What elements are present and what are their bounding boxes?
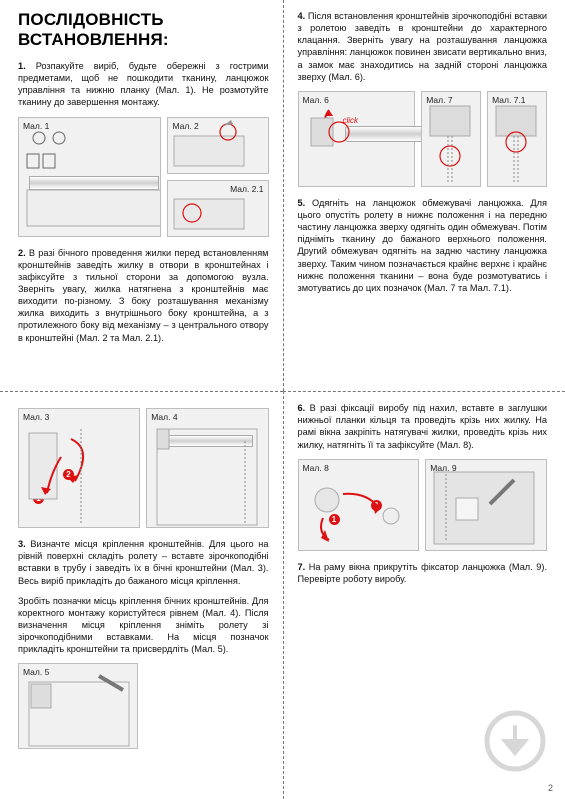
step-3a-text: 3. Визначте місця кріплення кронштейнів.… bbox=[18, 538, 269, 587]
fig-4-label: Мал. 4 bbox=[151, 412, 177, 422]
fig-8-label: Мал. 8 bbox=[303, 463, 329, 473]
figs-1-2: Мал. 1 Мал. 2 bbox=[18, 117, 269, 237]
fig-6: Мал. 6 click bbox=[298, 91, 416, 187]
fig-1: Мал. 1 bbox=[18, 117, 161, 237]
figs-6-7: Мал. 6 click Мал. 7 bbox=[298, 91, 548, 187]
fig-3-label: Мал. 3 bbox=[23, 412, 49, 422]
step-4-text: 4. Після встановлення кронштейнів зірочк… bbox=[298, 10, 548, 83]
col-right-bottom: 6. В разі фіксації виробу під нахил, вст… bbox=[283, 391, 565, 799]
fig-2-1-label: Мал. 2.1 bbox=[230, 184, 263, 194]
step-7-text: 7. На раму вікна прикрутіть фіксатор лан… bbox=[298, 561, 548, 585]
col-left-top: ПОСЛІДОВНІСТЬ ВСТАНОВЛЕННЯ: 1. Розпакуйт… bbox=[0, 0, 283, 391]
fig-3-svg bbox=[19, 409, 139, 527]
fig-1-label: Мал. 1 bbox=[23, 121, 49, 131]
col-left-bottom: Мал. 3 1 2 Мал. 4 bbox=[0, 391, 283, 799]
fig-5: Мал. 5 bbox=[18, 663, 138, 749]
fig-2-1: Мал. 2.1 bbox=[167, 180, 268, 237]
fig-2-label: Мал. 2 bbox=[172, 121, 198, 131]
step-5-text: 5. Одягніть на ланцюжок обмежувачі ланцю… bbox=[298, 197, 548, 294]
fig-8: Мал. 8 1 2 bbox=[298, 459, 420, 551]
step-2-text: 2. В разі бічного проведення жилки перед… bbox=[18, 247, 269, 344]
fig-7-1-label: Мал. 7.1 bbox=[492, 95, 525, 105]
fig-9-label: Мал. 9 bbox=[430, 463, 456, 473]
col-right-top: 4. Після встановлення кронштейнів зірочк… bbox=[283, 0, 565, 391]
fig-9: Мал. 9 bbox=[425, 459, 547, 551]
instruction-page: ПОСЛІДОВНІСТЬ ВСТАНОВЛЕННЯ: 1. Розпакуйт… bbox=[0, 0, 565, 799]
fig-8-svg bbox=[299, 460, 419, 550]
figs-8-9: Мал. 8 1 2 Мал. 9 bbox=[298, 459, 548, 551]
step-1-text: 1. Розпакуйте виріб, будьте обережні з г… bbox=[18, 60, 269, 109]
figs-5: Мал. 5 bbox=[18, 663, 269, 749]
fig-7-1: Мал. 7.1 bbox=[487, 91, 547, 187]
page-number: 2 bbox=[548, 783, 553, 793]
fig-6-svg bbox=[299, 92, 415, 186]
fig-4: Мал. 4 bbox=[146, 408, 268, 528]
fig-3: Мал. 3 1 2 bbox=[18, 408, 140, 528]
fig-7-label: Мал. 7 bbox=[426, 95, 452, 105]
fig-7-1-svg bbox=[488, 92, 546, 186]
fig-6-label: Мал. 6 bbox=[303, 95, 329, 105]
fig-5-label: Мал. 5 bbox=[23, 667, 49, 677]
fig-2: Мал. 2 bbox=[167, 117, 268, 174]
fig-7-svg bbox=[422, 92, 480, 186]
fig-9-svg bbox=[426, 460, 546, 550]
step-6-text: 6. В разі фіксації виробу під нахил, вст… bbox=[298, 402, 548, 451]
fig-4-svg bbox=[147, 409, 267, 527]
fig-7: Мал. 7 bbox=[421, 91, 481, 187]
figs-3-4: Мал. 3 1 2 Мал. 4 bbox=[18, 408, 269, 528]
page-title: ПОСЛІДОВНІСТЬ ВСТАНОВЛЕННЯ: bbox=[18, 10, 269, 50]
fig-1-svg bbox=[19, 118, 160, 236]
step-3b-text: Зробіть позначки місць кріплення бічних … bbox=[18, 595, 269, 656]
